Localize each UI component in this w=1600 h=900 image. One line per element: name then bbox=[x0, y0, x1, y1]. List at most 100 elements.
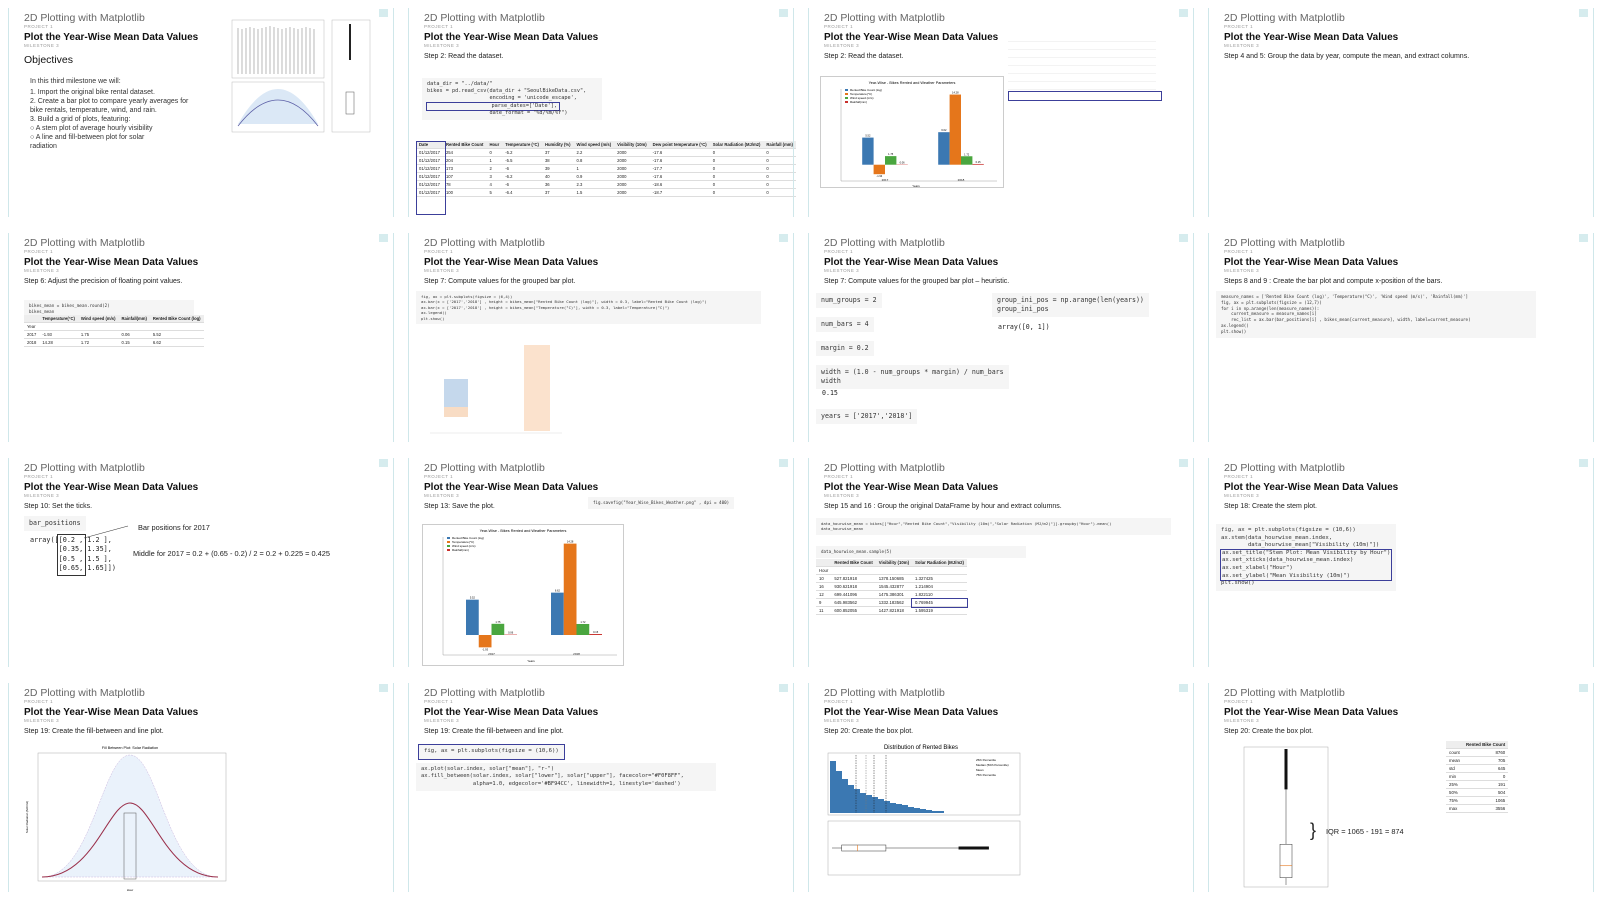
course-title: 2D Plotting with Matplotlib bbox=[424, 237, 545, 249]
course-title: 2D Plotting with Matplotlib bbox=[1224, 237, 1345, 249]
slide-1[interactable]: 2D Plotting with Matplotlib PROJECT 1 Pl… bbox=[0, 0, 400, 225]
slide-13[interactable]: 2D Plotting with Matplotlib PROJECT 1 Pl… bbox=[0, 675, 400, 900]
milestone-label: MILESTONE 3 bbox=[824, 493, 860, 498]
table-row: 01/12/2017 100 5 -6.4 37 1.5 2000 -18.7 0 0 bbox=[416, 188, 796, 197]
bar bbox=[563, 543, 577, 635]
code-cell: fig, ax = plt.subplots(figsize = (10,6))… bbox=[1216, 524, 1397, 591]
table-row: 9 645.983562 1332.183562 0.769945 bbox=[816, 597, 968, 608]
list-item: 3. Build a grid of plots, featuring: bbox=[30, 116, 131, 123]
project-label: PROJECT 1 bbox=[1224, 699, 1254, 704]
step-text: Step 6: Adjust the precision of floating… bbox=[24, 278, 183, 285]
list-item: ○ A line and fill-between plot for solar bbox=[30, 134, 145, 141]
objectives-heading: Objectives bbox=[24, 54, 74, 66]
slide-title: Plot the Year-Wise Mean Data Values bbox=[1224, 32, 1399, 43]
slide-7[interactable]: 2D Plotting with Matplotlib PROJECT 1 Pl… bbox=[800, 225, 1200, 450]
table-row: 50% 504 bbox=[1446, 788, 1509, 797]
slide-5[interactable]: 2D Plotting with Matplotlib PROJECT 1 Pl… bbox=[0, 225, 400, 450]
svg-text:25th Percentile: 25th Percentile bbox=[976, 758, 996, 762]
bar-value-label: 0.06 bbox=[508, 631, 514, 635]
slide-corner-mark bbox=[379, 234, 388, 242]
table-row: max 3556 bbox=[1446, 804, 1509, 813]
slide-16[interactable]: 2D Plotting with Matplotlib PROJECT 1 Pl… bbox=[1200, 675, 1600, 900]
date-column-highlight bbox=[416, 141, 446, 215]
slide-corner-mark bbox=[1579, 459, 1588, 467]
course-title: 2D Plotting with Matplotlib bbox=[824, 687, 945, 699]
svg-text:Rainfall(mm): Rainfall(mm) bbox=[850, 100, 867, 104]
bar bbox=[576, 623, 590, 635]
svg-text:75th Percentile: 75th Percentile bbox=[976, 773, 996, 777]
mean-table: Temperature(°C) Wind speed (m/s) Rainfall(… bbox=[24, 315, 204, 347]
code-cell: measure_names = ['Rented Bike Count (log… bbox=[1216, 291, 1536, 338]
slide-9[interactable]: 2D Plotting with Matplotlib PROJECT 1 Pl… bbox=[0, 450, 400, 675]
code-cell-fill-between: ax.plot(solar.index, solar["mean"], "r-"… bbox=[416, 763, 716, 792]
slide-4[interactable]: 2D Plotting with Matplotlib PROJECT 1 Pl… bbox=[1200, 0, 1600, 225]
project-label: PROJECT 1 bbox=[824, 474, 854, 479]
svg-text:Rented Bike Count (log): Rented Bike Count (log) bbox=[452, 536, 484, 540]
bar-value-label: 1.72 bbox=[580, 620, 586, 624]
svg-text:Temperature(°C): Temperature(°C) bbox=[850, 92, 872, 96]
course-title: 2D Plotting with Matplotlib bbox=[824, 12, 945, 24]
table-row: 01/12/2017 204 1 -5.5 38 0.8 2000 -17.6 0 0 bbox=[416, 156, 796, 165]
slide-corner-mark bbox=[779, 234, 788, 242]
bar bbox=[885, 156, 897, 165]
bar-group: 5.52 -1.93 1.75 0.06 2017 6.62 14.28 1.72 0.15 20… bbox=[466, 540, 602, 656]
step-text: Step 13: Save the plot. bbox=[424, 503, 495, 510]
slide-title: Plot the Year-Wise Mean Data Values bbox=[24, 707, 199, 718]
slide-10[interactable]: 2D Plotting with Matplotlib PROJECT 1 Pl… bbox=[400, 450, 800, 675]
slide-title: Plot the Year-Wise Mean Data Values bbox=[1224, 482, 1399, 493]
project-label: PROJECT 1 bbox=[424, 474, 454, 479]
bar-value-label: 0.15 bbox=[976, 160, 982, 164]
code-cell-group-pos: group_ini_pos = np.arange(len(years)) gr… bbox=[992, 293, 1149, 317]
slide-14[interactable]: 2D Plotting with Matplotlib PROJECT 1 Pl… bbox=[400, 675, 800, 900]
project-label: PROJECT 1 bbox=[824, 249, 854, 254]
bar-value-label: 6.62 bbox=[555, 589, 561, 593]
slide-title: Plot the Year-Wise Mean Data Values bbox=[824, 707, 999, 718]
milestone-label: MILESTONE 3 bbox=[1224, 43, 1260, 48]
list-item: radiation bbox=[30, 143, 57, 150]
svg-text:Fill Between Plot: Solar Radia: Fill Between Plot: Solar Radiation bbox=[102, 746, 158, 750]
code-cell-sample: data_hourwise_mean.sample(5) bbox=[816, 546, 1026, 558]
bar bbox=[862, 137, 874, 165]
code-cell-num-bars: num_bars = 4 bbox=[816, 317, 874, 332]
table-row: count 8760 bbox=[1446, 748, 1509, 757]
code-cell-num-groups: num_groups = 2 bbox=[816, 293, 882, 308]
project-label: PROJECT 1 bbox=[824, 699, 854, 704]
slide-title: Plot the Year-Wise Mean Data Values bbox=[24, 32, 199, 43]
slide-2[interactable]: 2D Plotting with Matplotlib PROJECT 1 Pl… bbox=[400, 0, 800, 225]
course-title: 2D Plotting with Matplotlib bbox=[1224, 462, 1345, 474]
step-text: Step 10: Set the ticks. bbox=[24, 503, 93, 510]
step-text: Step 2: Read the dataset. bbox=[424, 53, 504, 60]
table-row: 01/12/2017 173 2 -6 39 1 2000 -17.7 0 0 bbox=[416, 164, 796, 173]
table-row: std 645 bbox=[1446, 764, 1509, 773]
milestone-label: MILESTONE 3 bbox=[824, 718, 860, 723]
step-text: Step 19: Create the fill-between and lin… bbox=[24, 728, 164, 735]
slide-12[interactable]: 2D Plotting with Matplotlib PROJECT 1 Pl… bbox=[1200, 450, 1600, 675]
table-row: 01/12/2017 78 4 -6 36 2.3 2000 -18.6 0 0 bbox=[416, 180, 796, 189]
table-row: 01/12/2017 254 0 -5.2 37 2.2 2000 -17.6 0 0 bbox=[416, 148, 796, 157]
bar-value-label: 0.15 bbox=[593, 630, 599, 634]
slide-corner-mark bbox=[1579, 234, 1588, 242]
slide-corner-mark bbox=[1179, 459, 1188, 467]
bar-value-label: 5.52 bbox=[470, 596, 476, 600]
milestone-label: MILESTONE 3 bbox=[1224, 268, 1260, 273]
project-label: PROJECT 1 bbox=[24, 24, 54, 29]
code-cell-years: years = ['2017','2018'] bbox=[816, 409, 918, 424]
slide-15[interactable]: 2D Plotting with Matplotlib PROJECT 1 Pl… bbox=[800, 675, 1200, 900]
bar bbox=[478, 635, 492, 648]
slide-corner-mark bbox=[1579, 684, 1588, 692]
bar-value-label: -1.93 bbox=[482, 647, 488, 651]
objectives-intro: In this third milestone we will: bbox=[30, 78, 121, 85]
bar-value-label: 1.75 bbox=[495, 620, 501, 624]
curly-brace: } bbox=[1310, 820, 1317, 840]
slide-title: Plot the Year-Wise Mean Data Values bbox=[824, 32, 999, 43]
code-cell-width: width = (1.0 - num_groups * margin) / nu… bbox=[816, 365, 1009, 389]
project-label: PROJECT 1 bbox=[424, 699, 454, 704]
histogram-boxplot: Distribution of Rented Bikes 25th Percen… bbox=[816, 741, 1026, 893]
slide-3[interactable]: 2D Plotting with Matplotlib PROJECT 1 Pl… bbox=[800, 0, 1200, 225]
slide-8[interactable]: 2D Plotting with Matplotlib PROJECT 1 Pl… bbox=[1200, 225, 1600, 450]
slide-11[interactable]: 2D Plotting with Matplotlib PROJECT 1 Pl… bbox=[800, 450, 1200, 675]
slide-corner-mark bbox=[779, 684, 788, 692]
slide-6[interactable]: 2D Plotting with Matplotlib PROJECT 1 Pl… bbox=[400, 225, 800, 450]
code-cell-bar-positions: bar_positions bbox=[24, 516, 86, 531]
svg-text:Wind speed (m/s): Wind speed (m/s) bbox=[452, 544, 476, 548]
